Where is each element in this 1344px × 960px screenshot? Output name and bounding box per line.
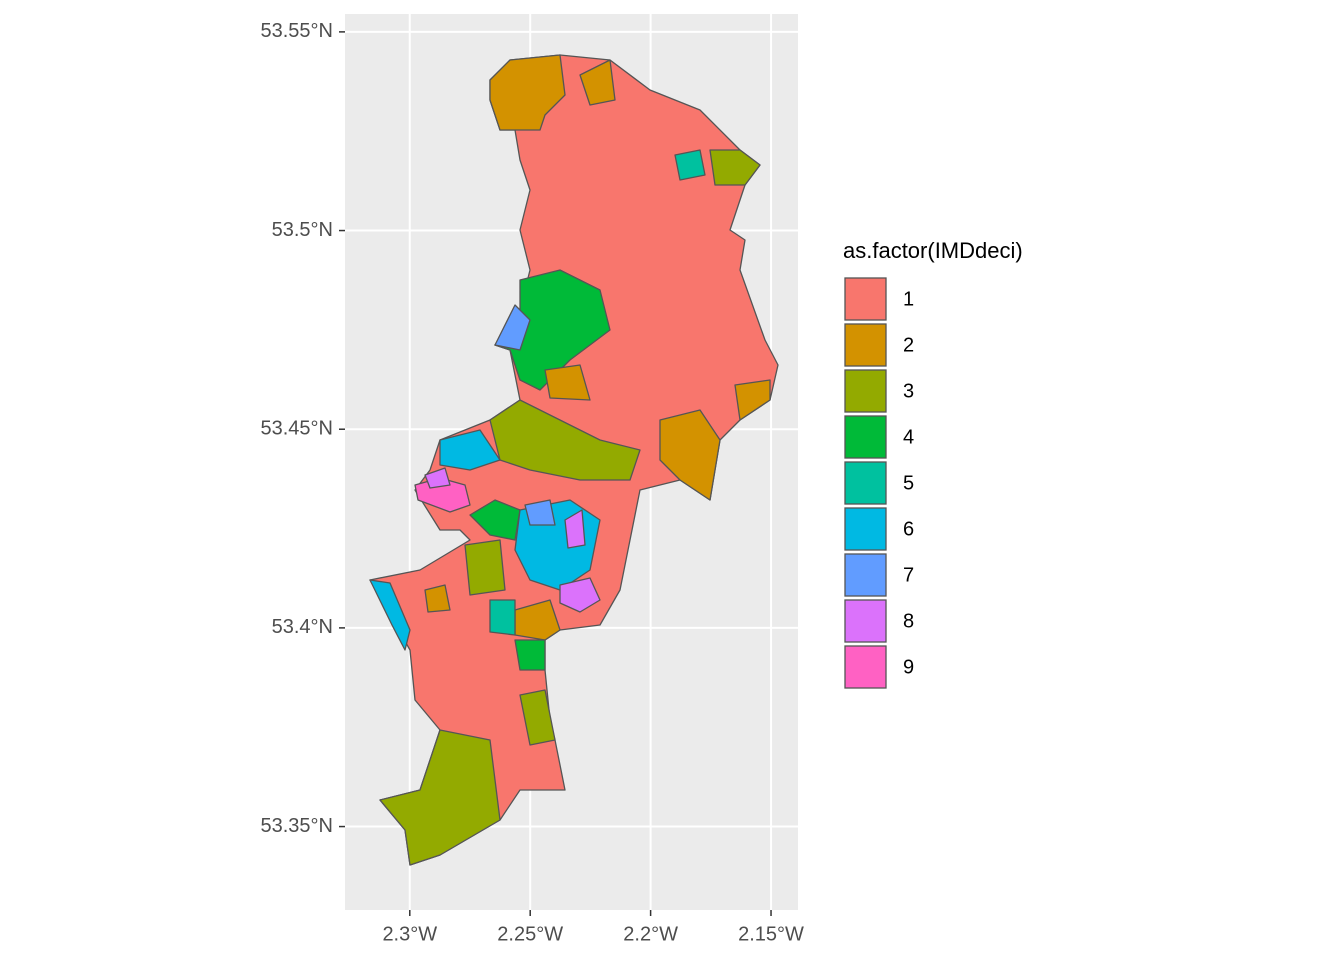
district-area (559, 577, 601, 613)
district-area (489, 54, 566, 131)
legend-label: 2 (903, 334, 914, 356)
legend-swatch (844, 599, 887, 643)
x-tick-label: 2.3°W (382, 923, 437, 945)
district-area (674, 149, 706, 181)
district-area (524, 499, 556, 526)
legend-title: as.factor(IMDdeci) (843, 238, 1023, 263)
legend: as.factor(IMDdeci) 1 2 3 4 5 6 7 8 9 (843, 238, 1023, 689)
axes: 2.3°W 2.25°W 2.2°W 2.15°W 53.35°N 53.4°N 53.45… (261, 20, 805, 945)
legend-swatch (844, 323, 887, 367)
district-area (489, 399, 641, 481)
district-area (439, 429, 501, 471)
y-tick-label: 53.45°N (261, 418, 334, 440)
legend-label: 7 (903, 564, 914, 586)
y-tick-label: 53.4°N (272, 616, 333, 638)
district-area (734, 379, 771, 421)
legend-swatch (844, 415, 887, 459)
district-area (489, 599, 516, 636)
legend-swatch (844, 277, 887, 321)
x-tick-label: 2.2°W (623, 923, 678, 945)
district-area (519, 689, 556, 746)
x-tick-label: 2.15°W (738, 923, 804, 945)
legend-swatch (844, 507, 887, 551)
legend-swatch (844, 369, 887, 413)
district-area (564, 509, 586, 549)
district-area (379, 729, 501, 866)
district-area (514, 639, 546, 671)
legend-label: 6 (903, 518, 914, 540)
y-tick-label: 53.55°N (261, 20, 334, 42)
district-area (424, 584, 451, 613)
y-tick-label: 53.5°N (272, 219, 333, 241)
y-tick-label: 53.35°N (261, 815, 334, 837)
district-area (659, 409, 721, 501)
district-area (369, 579, 411, 651)
district-area (544, 364, 591, 401)
legend-swatch (844, 553, 887, 597)
legend-label: 1 (903, 288, 914, 310)
map-areas (369, 54, 779, 866)
district-area (464, 539, 506, 596)
legend-label: 5 (903, 472, 914, 494)
district-area (494, 304, 531, 351)
legend-swatch (844, 645, 887, 689)
legend-label: 3 (903, 380, 914, 402)
x-tick-label: 2.25°W (497, 923, 563, 945)
district-area (709, 149, 761, 186)
legend-label: 9 (903, 656, 914, 678)
legend-swatch (844, 461, 887, 505)
district-area (424, 467, 451, 489)
district-area (579, 59, 616, 106)
legend-label: 8 (903, 610, 914, 632)
legend-label: 4 (903, 426, 914, 448)
